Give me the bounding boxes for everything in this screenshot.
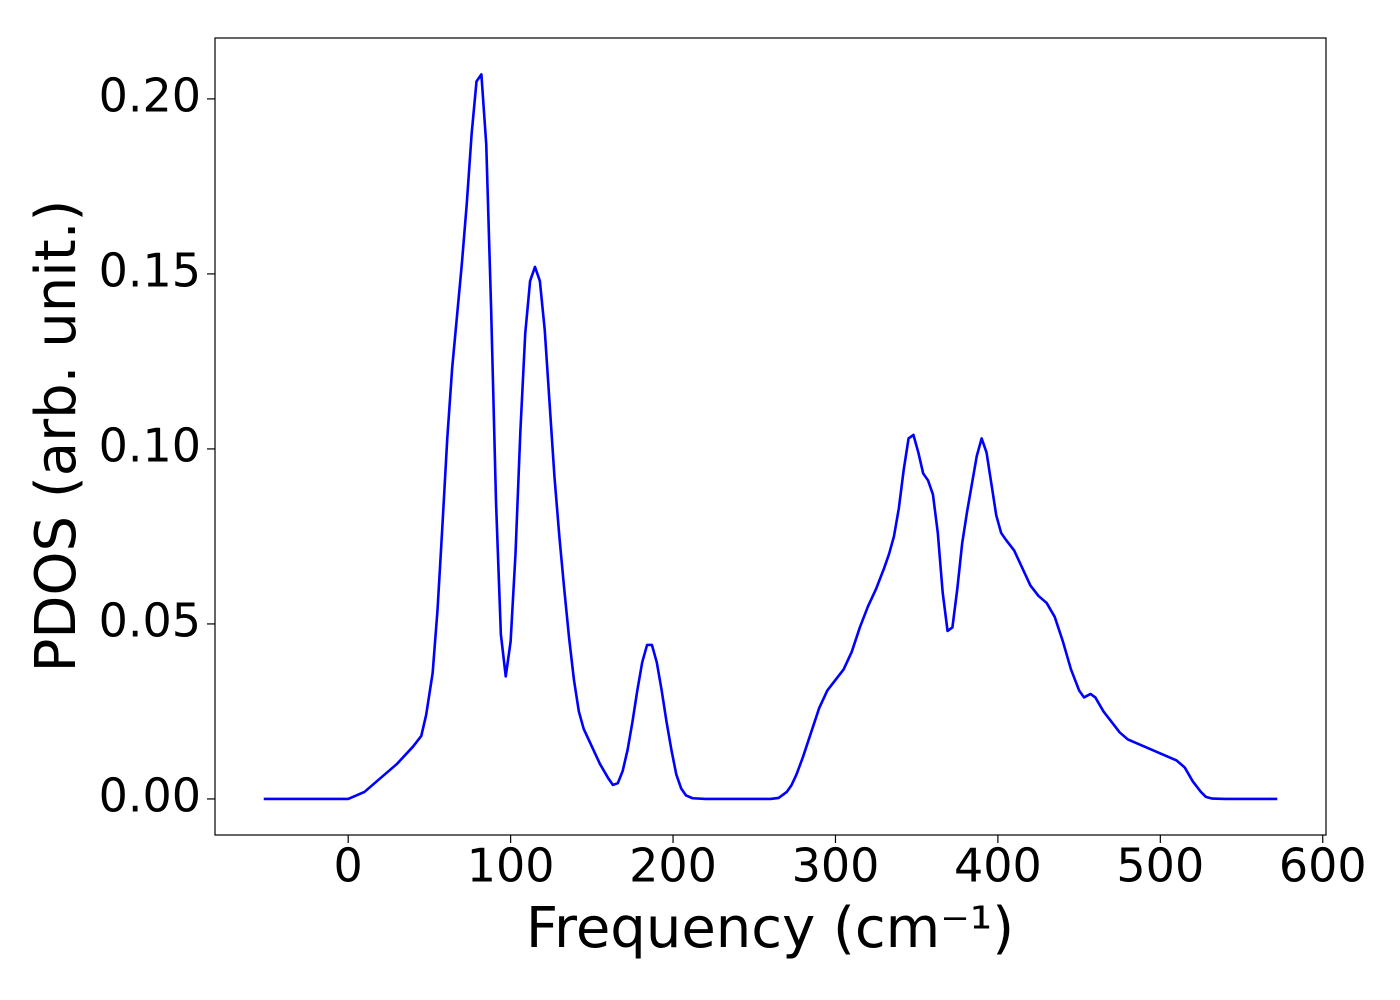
- y-tick-label: 0.10: [99, 418, 201, 472]
- x-tick-label: 500: [1116, 839, 1204, 893]
- x-tick-label: 0: [334, 839, 363, 893]
- x-tick-label: 100: [467, 839, 555, 893]
- x-axis-label: Frequency (cm⁻¹): [526, 896, 1014, 961]
- x-tick-label: 300: [792, 839, 880, 893]
- y-axis-label: PDOS (arb. unit.): [24, 200, 89, 673]
- y-tick-label: 0.00: [99, 768, 201, 822]
- plot-frame: [214, 37, 1327, 836]
- y-tick-label: 0.20: [99, 68, 201, 122]
- pdos-line: [263, 73, 1278, 801]
- x-tick-label: 600: [1279, 839, 1367, 893]
- x-tick-label: 400: [954, 839, 1042, 893]
- y-tick-label: 0.15: [99, 243, 201, 297]
- x-tick-label: 200: [629, 839, 717, 893]
- y-tick-label: 0.05: [99, 593, 201, 647]
